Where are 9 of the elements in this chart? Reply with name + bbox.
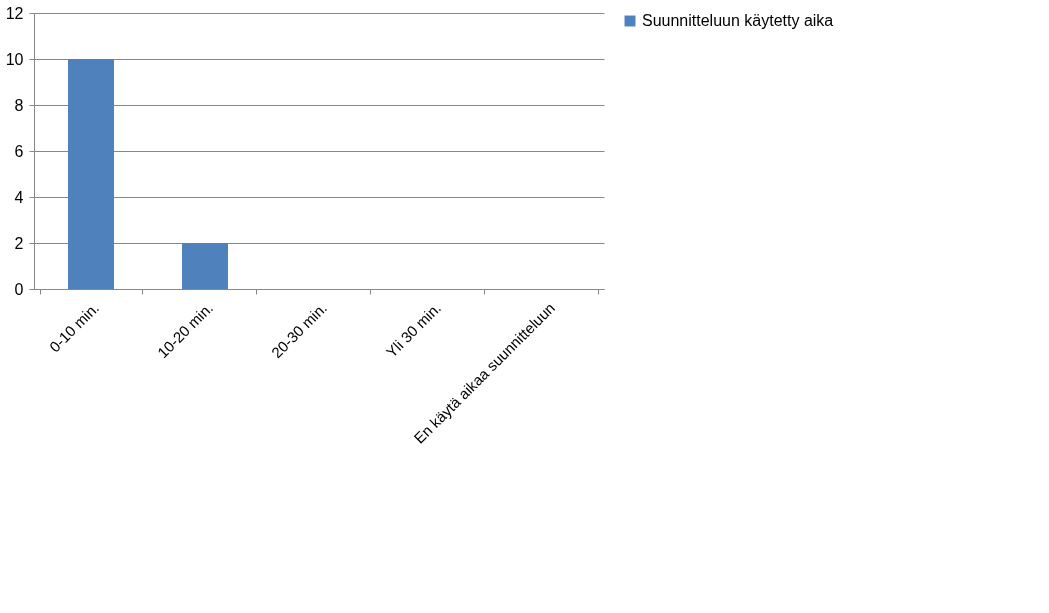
y-tick-label: 2 (14, 234, 24, 252)
y-tick-label: 6 (14, 142, 24, 160)
legend-label: Suunnitteluun käytetty aika (642, 12, 834, 29)
y-tick-label: 4 (14, 188, 24, 206)
x-tick-label: Yli 30 min. (382, 299, 445, 361)
y-tick-label: 10 (5, 50, 24, 68)
y-tick-label: 12 (5, 4, 24, 22)
y-tick-label: 0 (14, 280, 24, 298)
y-tick-label: 8 (14, 96, 24, 114)
